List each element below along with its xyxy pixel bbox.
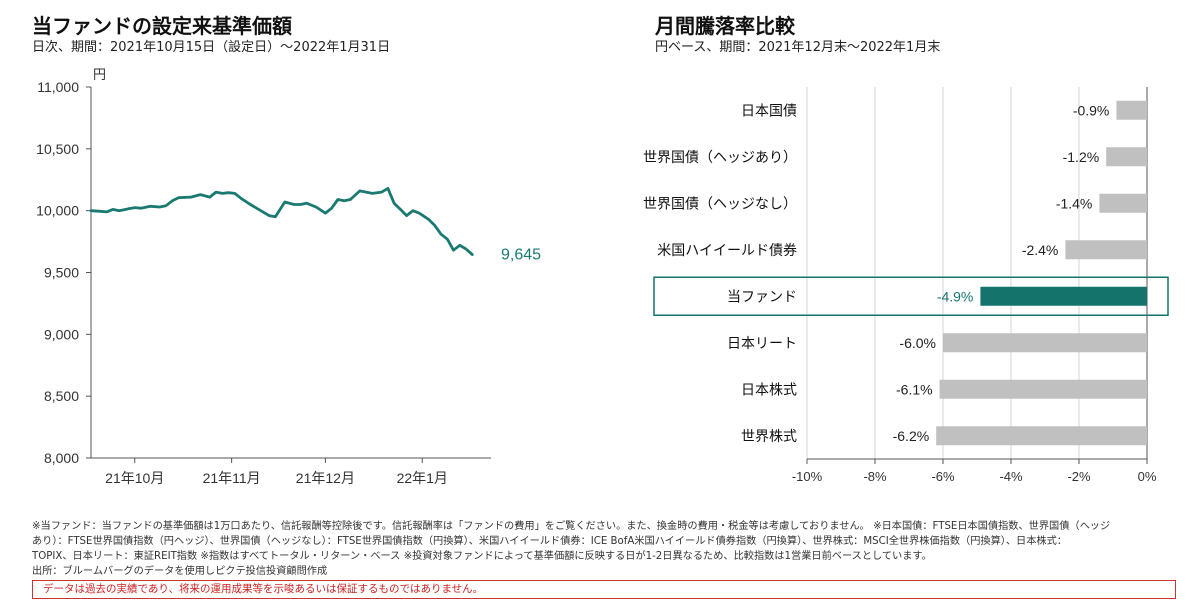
y-tick-label: 10,500 [36,141,79,157]
y-unit-label: 円 [93,67,106,82]
y-tick-label: 11,000 [37,79,79,95]
bar [939,379,1147,399]
bar-x-tick-label: -4% [999,469,1023,484]
bar [1099,193,1147,213]
footnote-line-3: TOPIX、日本リート：東証REIT指数 ※指数はすべてトータル・リターン・ベー… [32,551,932,562]
bar-chart-title: 月間騰落率比較 [655,14,795,38]
y-tick-label: 8,500 [44,388,79,404]
nav-line [89,186,474,257]
charts-canvas: 8,000 8,500 9,000 9,500 10,000 10,500 11,000 円 2… [36,67,1169,486]
footnotes: ※当ファンド：当ファンドの基準価額は1万口あたり、信託報酬等控除後です。信託報酬… [32,519,1182,579]
footnote-line-1: ※当ファンド：当ファンドの基準価額は1万口あたり、信託報酬等控除後です。信託報酬… [32,521,1111,532]
bar-category-label: 日本リート [727,335,797,351]
bar-x-tick-label: -6% [931,469,955,484]
bar-x-tick-label: 0% [1138,469,1157,484]
x-tick-label: 21年12月 [296,470,355,486]
y-tick-label: 9,000 [44,326,79,342]
x-tick-label: 22年1月 [397,470,448,486]
bar [1116,100,1147,120]
bar-category-label: 世界国債（ヘッジあり） [643,149,797,165]
bar-value-label: -6.0% [899,335,936,351]
bar [936,426,1147,446]
highlight-frame [653,276,1169,316]
bar-category-label: 日本国債 [741,102,797,118]
y-tick-label: 8,000 [44,450,79,466]
bar [1106,147,1147,167]
footnote-line-2: あり）：FTSE世界国債指数（円ヘッジ）、世界国債（ヘッジなし）：FTSE世界国… [32,536,1067,547]
bar-value-label: -1.2% [1063,149,1100,165]
bar-category-label: 当ファンド [727,288,797,304]
x-tick-label: 21年11月 [203,470,261,486]
bar-value-label: -1.4% [1056,195,1093,211]
source-note: 出所：ブルームバーグのデータを使用しピクテ投信投資顧問作成 [32,566,328,577]
line-chart-subtitle: 日次、期間：2021年10月15日（設定日）～2022年1月31日 [32,40,391,55]
bar-category-label: 日本株式 [741,381,797,397]
bar [943,333,1147,353]
disclaimer-box: データは過去の実績であり、将来の運用成果等を示唆あるいは保証するものではありませ… [32,580,1176,599]
bar-category-label: 世界株式 [741,428,797,444]
y-tick-label: 10,000 [36,203,79,219]
y-tick-label: 9,500 [44,265,79,281]
bar-x-tick-label: -8% [863,469,887,484]
bar-value-label: -0.9% [1073,102,1110,118]
bar-value-label: -2.4% [1022,242,1059,258]
x-tick-label: 21年10月 [105,470,164,486]
bar-chart-subtitle: 円ベース、期間：2021年12月末～2022年1月末 [655,40,941,55]
bar-value-label: -6.1% [896,381,933,397]
bar [1065,240,1147,260]
bar [980,286,1147,306]
bar-x-tick-label: -2% [1067,469,1091,484]
bar-category-label: 世界国債（ヘッジなし） [643,195,797,211]
bar-value-label: -4.9% [937,288,974,304]
line-chart-title: 当ファンドの設定来基準価額 [32,14,292,38]
bar-category-label: 米国ハイイールド債券 [657,242,797,258]
bar-x-tick-label: -10% [792,469,823,484]
last-value-label: 9,645 [501,247,541,264]
bar-value-label: -6.2% [893,428,930,444]
